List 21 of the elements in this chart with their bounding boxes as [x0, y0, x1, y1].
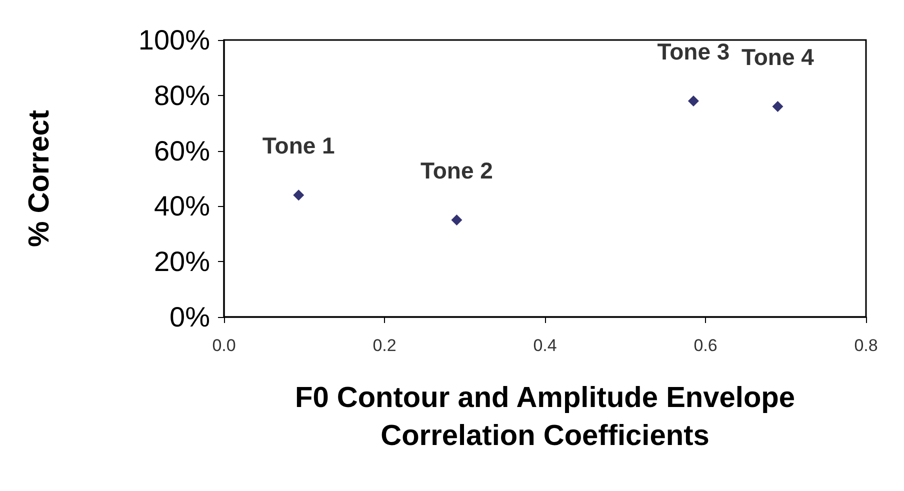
y-tick-label: 40% [154, 190, 210, 222]
annotation: Tone 2 [420, 158, 493, 184]
point [772, 100, 784, 112]
point [688, 95, 699, 106]
y-tick-label: 60% [154, 135, 210, 166]
y-tick-label: 80% [154, 80, 210, 111]
x-tick-label: 0.4 [533, 336, 557, 355]
annotation: Tone 1 [262, 132, 336, 159]
point [293, 190, 304, 201]
y-tick-label: 20% [154, 246, 210, 278]
point [451, 214, 462, 226]
x-tick-label: 0.6 [694, 336, 718, 355]
x-axis-title: F0 Contour and Amplitude Envelope Correlation Coefficients [295, 382, 795, 452]
y-tick-label: 100% [138, 24, 210, 56]
y-tick-label: 0% [170, 302, 210, 332]
annotation: Tone 3 [657, 38, 730, 64]
x-tick-label: 0.2 [372, 336, 396, 355]
y-axis-title: % Correct [24, 110, 56, 247]
x-tick-label: 0.0 [212, 336, 236, 355]
annotation: Tone 4 [742, 44, 814, 70]
x-tick-label: 0.8 [854, 336, 878, 355]
